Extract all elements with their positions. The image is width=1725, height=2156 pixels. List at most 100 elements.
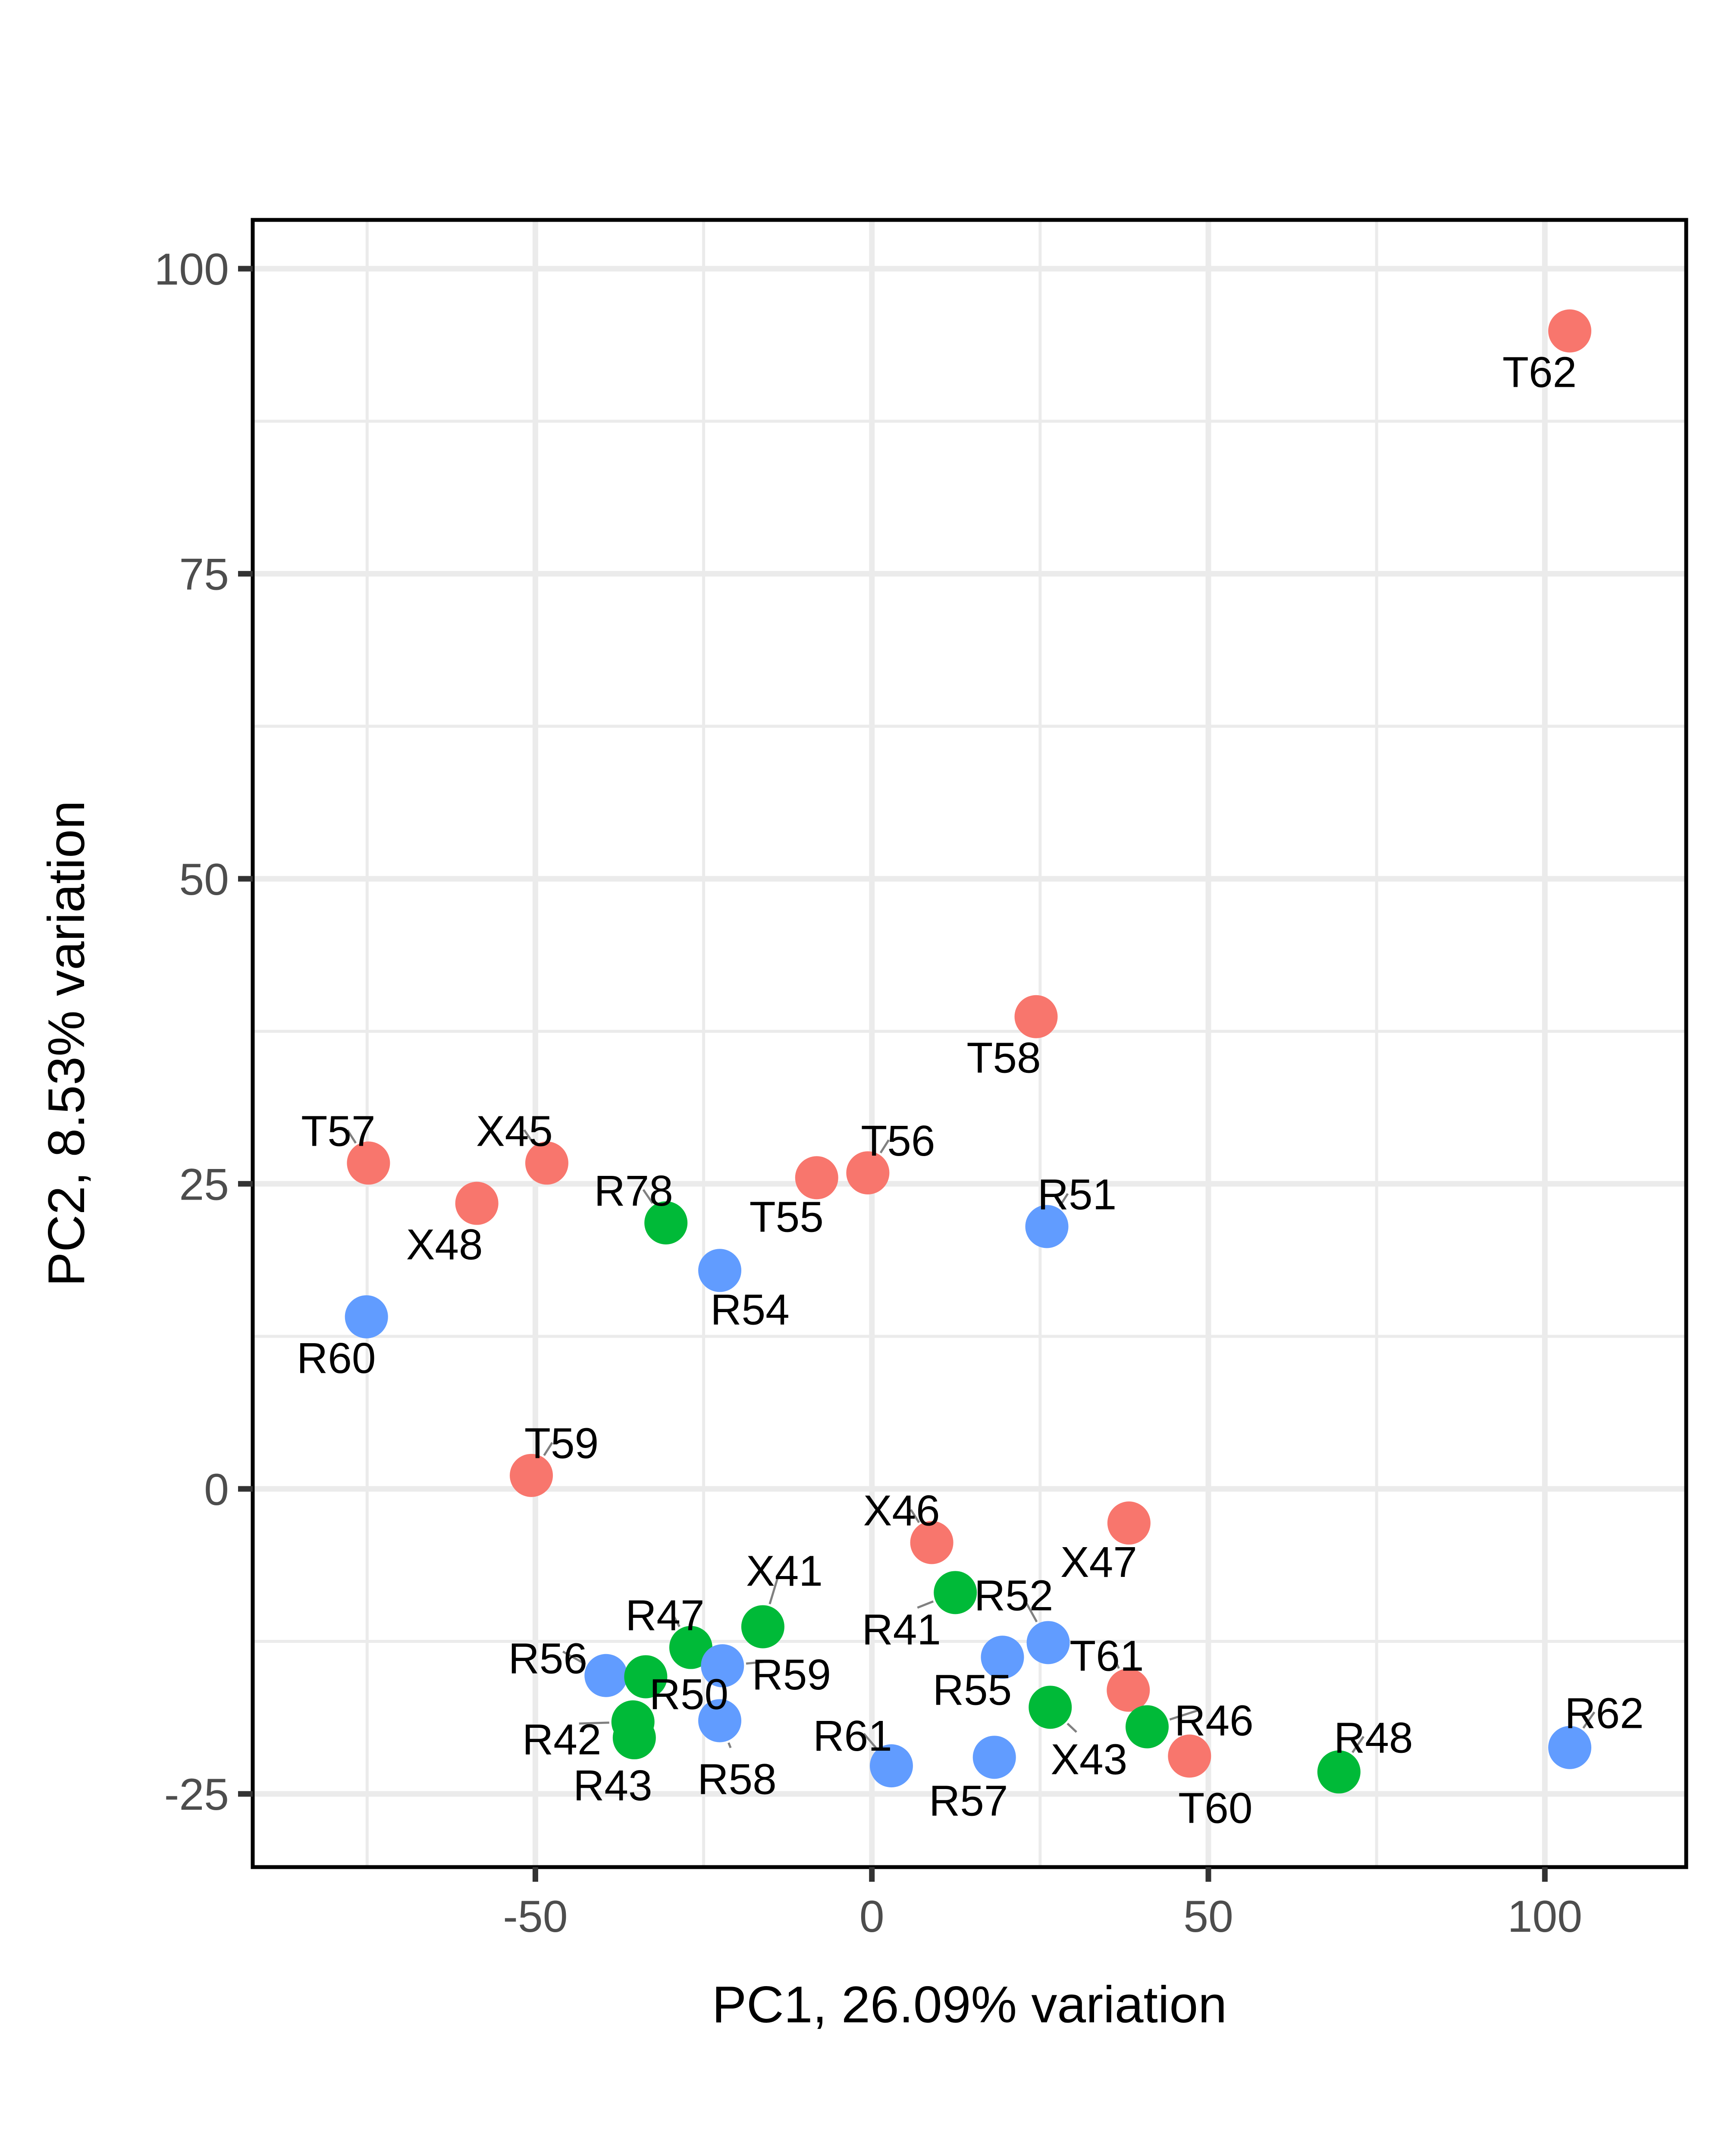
point-label-r61: R61	[813, 1712, 892, 1760]
data-point-t58	[1014, 995, 1058, 1038]
point-label-x43: X43	[1051, 1735, 1127, 1783]
y-tick-label: 75	[179, 550, 229, 600]
y-tick-label: 50	[179, 855, 229, 905]
leader-line-t57	[346, 1129, 357, 1144]
y-axis: -25 0 25 50 75 100	[154, 244, 253, 1820]
data-point-x46	[910, 1521, 953, 1564]
data-point-t57	[347, 1141, 390, 1185]
data-point-x47	[1107, 1501, 1151, 1545]
data-point-r59	[701, 1644, 744, 1688]
point-label-t60: T60	[1178, 1784, 1252, 1833]
data-point-t55	[795, 1156, 838, 1200]
data-point-r43	[612, 1716, 656, 1760]
data-point-r55	[981, 1636, 1024, 1679]
point-label-t61: T61	[1070, 1632, 1144, 1680]
minor-gridlines	[253, 220, 1686, 1867]
y-tick-label: 0	[204, 1465, 229, 1515]
leader-line-r41	[917, 1600, 934, 1609]
label-leader-lines	[346, 1129, 1596, 1753]
x-axis-title: PC1, 26.09% variation	[712, 1976, 1227, 2034]
data-points	[345, 309, 1592, 1794]
data-point-r62	[1548, 1726, 1592, 1769]
data-point-r50	[624, 1655, 668, 1698]
point-label-r57: R57	[929, 1777, 1008, 1825]
point-label-r41: R41	[862, 1605, 941, 1654]
data-point-t62	[1548, 309, 1592, 353]
leader-line-t59	[543, 1442, 553, 1456]
leader-line-x45	[523, 1129, 535, 1144]
point-label-r59: R59	[752, 1651, 831, 1699]
point-label-r52: R52	[974, 1571, 1053, 1620]
leader-line-x41	[768, 1572, 781, 1604]
x-tick-label: -50	[503, 1892, 568, 1942]
point-label-x41: X41	[746, 1547, 823, 1595]
x-tick-label: 50	[1183, 1892, 1233, 1942]
data-point-r78	[644, 1201, 688, 1244]
point-label-t56: T56	[861, 1117, 935, 1165]
data-point-r57	[972, 1736, 1016, 1779]
data-point-t59	[510, 1454, 553, 1497]
point-label-t57: T57	[301, 1107, 375, 1155]
data-point-r48	[1317, 1750, 1361, 1794]
y-tick-label: 100	[154, 244, 229, 295]
point-label-t58: T58	[966, 1034, 1041, 1082]
point-labels: T62 T58 T57 X45 X48 T56 T55 R78 R51 R54 R60 T59 X46 X…	[297, 348, 1644, 1832]
leader-line-r78	[642, 1189, 654, 1204]
leader-line-r56	[562, 1650, 586, 1665]
point-label-r62: R62	[1565, 1689, 1643, 1738]
leader-line-r58	[728, 1742, 732, 1749]
leader-line-x43	[1066, 1723, 1077, 1733]
point-label-t59: T59	[524, 1420, 599, 1468]
leader-line-r59	[746, 1660, 775, 1665]
point-label-x48: X48	[406, 1221, 483, 1269]
point-label-x47: X47	[1060, 1538, 1137, 1586]
point-label-t62: T62	[1502, 348, 1577, 396]
leader-line-t56	[879, 1139, 890, 1153]
data-point-r51	[1025, 1205, 1069, 1248]
major-gridlines	[253, 220, 1686, 1867]
x-tick-label: 100	[1508, 1892, 1583, 1942]
point-label-r47: R47	[625, 1592, 704, 1640]
y-tick-label: -25	[164, 1770, 229, 1820]
leader-line-r52	[1021, 1595, 1038, 1623]
point-label-r56: R56	[508, 1635, 587, 1683]
point-label-x46: X46	[863, 1486, 940, 1535]
point-label-r50: R50	[649, 1670, 728, 1719]
data-point-r52	[1026, 1621, 1070, 1664]
leader-line-t61	[1112, 1656, 1120, 1669]
data-point-r56	[584, 1654, 628, 1697]
data-point-t60	[1168, 1734, 1211, 1778]
point-label-t55: T55	[750, 1193, 824, 1241]
leader-line-r42	[579, 1721, 609, 1725]
y-tick-label: 25	[179, 1159, 229, 1210]
leader-line-r61	[863, 1733, 877, 1749]
data-point-r58	[698, 1699, 742, 1742]
point-label-r78: R78	[594, 1167, 673, 1215]
plot-panel-border	[251, 218, 1688, 1869]
point-label-r55: R55	[933, 1666, 1012, 1714]
point-label-r60: R60	[297, 1334, 376, 1382]
data-point-r46	[1125, 1705, 1169, 1749]
data-point-r47	[669, 1626, 712, 1669]
leader-line-r46	[1169, 1709, 1198, 1721]
point-label-r54: R54	[710, 1285, 789, 1334]
leader-line-r51	[1058, 1193, 1069, 1207]
data-point-r60	[345, 1295, 388, 1338]
y-axis-title: PC2, 8.53% variation	[38, 800, 95, 1286]
leader-line-x46	[910, 1509, 920, 1523]
point-label-r46: R46	[1174, 1697, 1253, 1745]
leader-line-r47	[672, 1614, 681, 1627]
data-point-r41	[934, 1571, 977, 1614]
x-tick-label: 0	[859, 1892, 884, 1942]
leader-line-r48	[1352, 1736, 1364, 1753]
data-point-x48	[455, 1181, 499, 1225]
data-point-x43	[1029, 1686, 1072, 1729]
point-label-r58: R58	[697, 1755, 776, 1803]
leader-line-r62	[1582, 1711, 1596, 1729]
point-label-r42: R42	[522, 1715, 601, 1764]
data-point-r54	[698, 1249, 742, 1292]
point-label-x45: X45	[476, 1107, 553, 1155]
point-label-r51: R51	[1038, 1170, 1117, 1219]
x-axis: -50 0 50 100	[503, 1867, 1582, 1942]
data-point-r61	[869, 1744, 913, 1788]
